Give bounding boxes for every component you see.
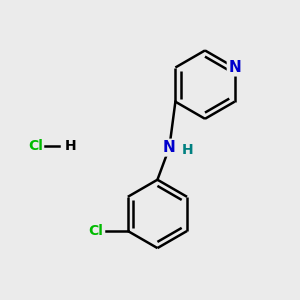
Text: H: H (182, 143, 194, 157)
Text: N: N (163, 140, 176, 155)
Text: Cl: Cl (88, 224, 103, 238)
Text: N: N (228, 60, 241, 75)
Text: H: H (64, 139, 76, 152)
Text: Cl: Cl (28, 139, 43, 152)
